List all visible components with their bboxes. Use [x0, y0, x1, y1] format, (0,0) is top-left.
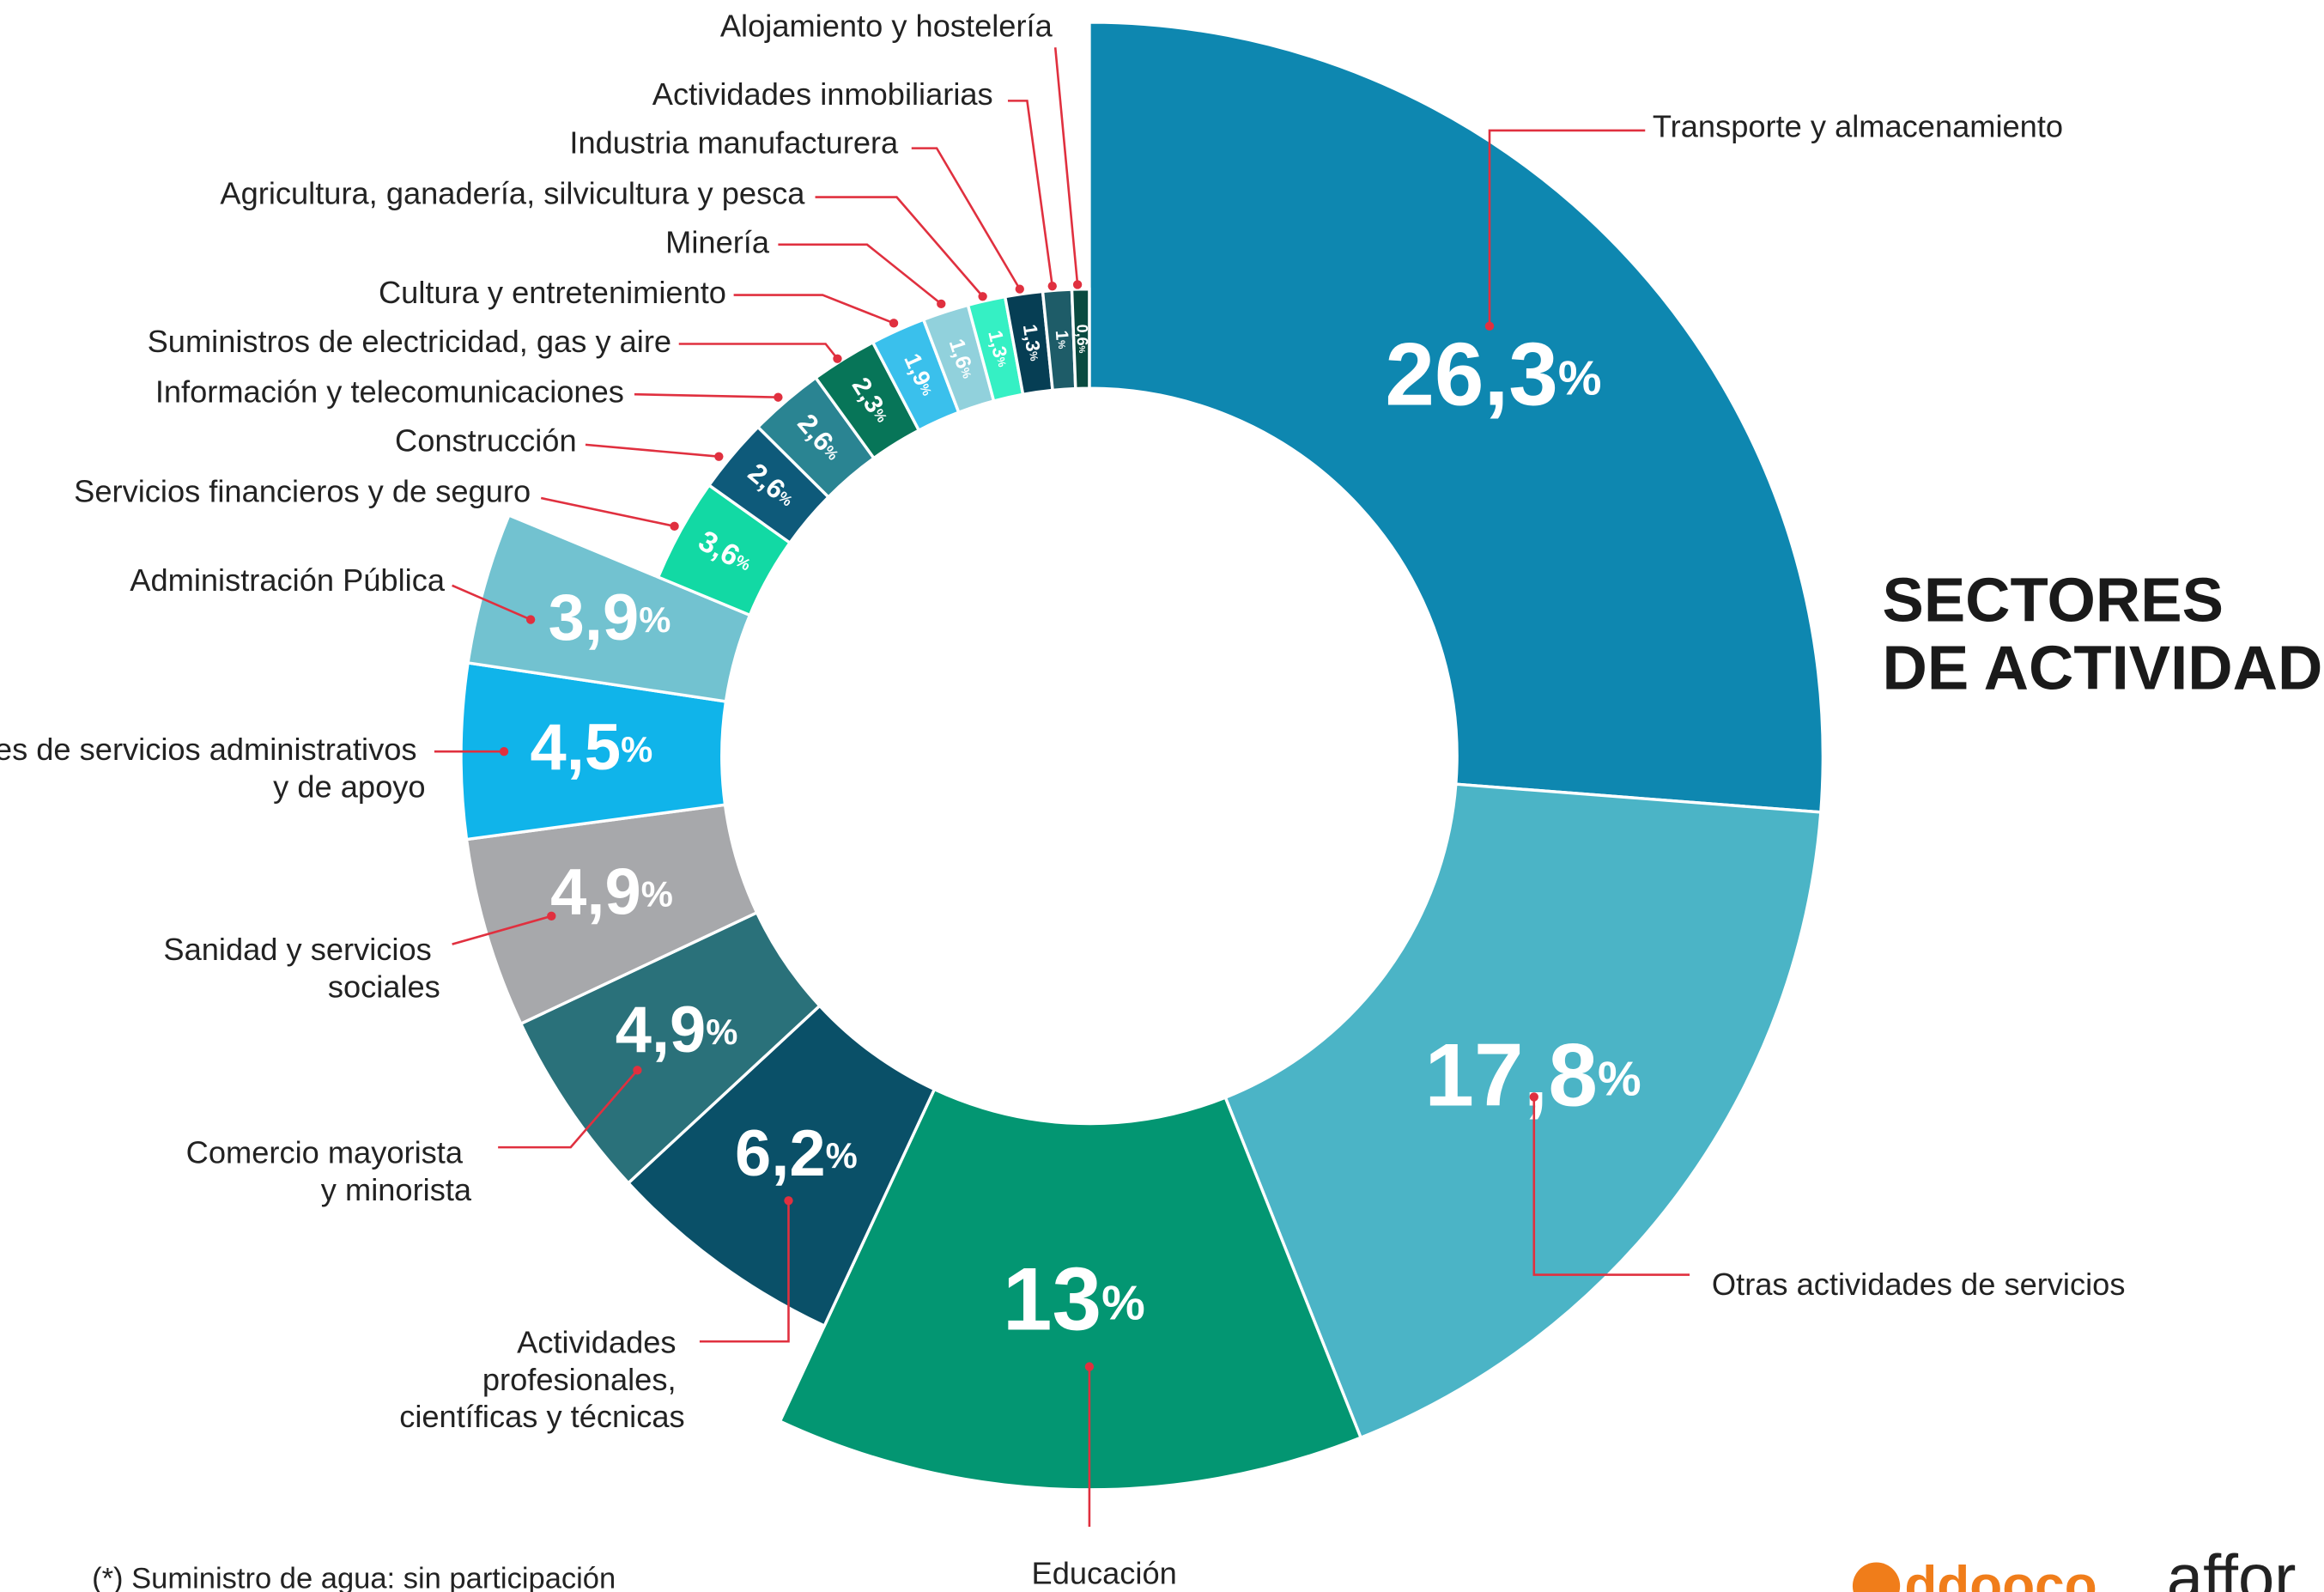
- logo: ddooco: [1904, 1556, 2096, 1592]
- leader-line: [815, 196, 984, 298]
- logo-icon: [1852, 1562, 1901, 1592]
- value-label: 13%: [1003, 1249, 1145, 1349]
- category-label: Comercio mayorista y minorista: [186, 1134, 472, 1206]
- leader-dot: [670, 521, 679, 531]
- category-label: Minería: [665, 224, 770, 259]
- footnote: (*) Suministro de agua: sin participació…: [92, 1562, 616, 1592]
- value-label: 0,6%: [1074, 324, 1092, 353]
- leader-line: [1532, 1097, 1690, 1276]
- category-label: Sanidad y servicios sociales: [163, 932, 440, 1004]
- chart-title: SECTORES DE ACTIVIDAD: [1882, 565, 2322, 702]
- leader-line: [1053, 47, 1079, 285]
- value-label: 4,9%: [550, 855, 673, 928]
- category-label: Otras actividades de servicios: [1712, 1267, 2126, 1302]
- category-label: Actividades inmobiliarias: [652, 76, 993, 112]
- value-label: 17,8%: [1424, 1025, 1641, 1125]
- category-label: Agricultura, ganadería, silvicultura y p…: [220, 175, 805, 210]
- leader-line: [452, 584, 531, 621]
- leader-line: [634, 392, 779, 398]
- value-label: 3,9%: [549, 581, 671, 654]
- leader-dot: [547, 911, 556, 921]
- value-label: 1%: [1051, 330, 1071, 349]
- leader-dot: [1072, 280, 1083, 289]
- logo: affor: [2167, 1542, 2297, 1592]
- category-label: Industria manufacturera: [569, 125, 899, 161]
- leader-line: [733, 294, 895, 325]
- leader-line: [452, 914, 552, 945]
- leader-dot: [499, 747, 509, 757]
- category-label: Suministros de electricidad, gas y aire: [148, 324, 671, 359]
- leader-dot: [714, 452, 724, 461]
- donut-segment: [1088, 21, 1825, 814]
- leader-dot: [1529, 1092, 1538, 1102]
- leader-dot: [889, 319, 899, 328]
- donut-segment: [778, 1087, 1363, 1492]
- leader-line: [1488, 129, 1646, 326]
- leader-dot: [1015, 284, 1024, 294]
- leader-dot: [1484, 321, 1495, 331]
- leader-dot: [774, 392, 783, 402]
- category-label: Cultura y entretenimiento: [379, 275, 726, 310]
- leader-dot: [937, 299, 946, 309]
- value-label: 4,9%: [616, 993, 738, 1066]
- leader-dot: [525, 615, 536, 624]
- value-label: 1,3%: [984, 328, 1014, 368]
- value-label: 4,5%: [531, 711, 653, 784]
- category-label: Administración Pública: [130, 562, 446, 598]
- leader-dot: [978, 292, 987, 301]
- category-label: Actividades de servicios administrativos…: [0, 732, 426, 804]
- category-label: Construcción: [395, 423, 577, 459]
- leader-dot: [1047, 281, 1057, 291]
- value-label: 26,3%: [1385, 325, 1601, 424]
- category-label: Servicios financieros y de seguro: [74, 473, 531, 508]
- value-label: 6,2%: [735, 1117, 858, 1190]
- donut-segment: [1070, 287, 1091, 391]
- category-label: Transporte y almacenamiento: [1653, 109, 2063, 144]
- leader-dot: [1084, 1362, 1095, 1371]
- category-label: Alojamiento y hostelería: [720, 8, 1053, 43]
- donut-segment: [1223, 782, 1823, 1440]
- leader-line: [911, 147, 1021, 290]
- value-label: 1,3%: [1019, 323, 1047, 362]
- donut-segment: [466, 513, 752, 703]
- leader-line: [678, 343, 839, 360]
- leader-line: [540, 496, 675, 528]
- leader-dot: [833, 354, 842, 363]
- category-label: Actividades profesionales, científicas y…: [399, 1324, 684, 1433]
- leader-dot: [633, 1066, 642, 1075]
- leader-line: [1007, 100, 1054, 287]
- leader-line: [498, 1069, 639, 1149]
- leader-dot: [784, 1196, 793, 1206]
- category-label: Educación: [1032, 1556, 1177, 1591]
- leader-line: [585, 443, 719, 458]
- category-label: Información y telecomunicaciones: [155, 374, 624, 410]
- leader-line: [778, 243, 943, 305]
- leader-line: [699, 1200, 790, 1343]
